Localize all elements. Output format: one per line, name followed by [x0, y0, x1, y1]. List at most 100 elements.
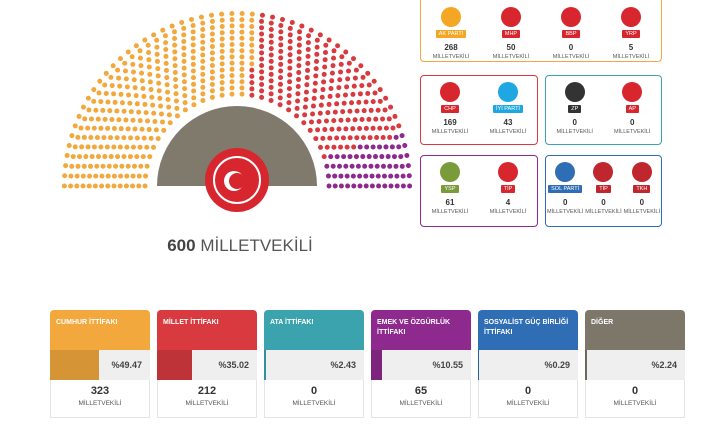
seat-dot [347, 108, 353, 114]
seat-dot [209, 31, 215, 37]
seat-dot [125, 126, 131, 132]
seat-dot [370, 99, 376, 105]
seat-dot [200, 52, 206, 58]
seat-dot [346, 60, 352, 66]
seat-dot [347, 154, 353, 160]
alliance-card: DİĞER %2.24 0 MİLLETVEKİLİ [585, 310, 685, 418]
party-logo [501, 7, 521, 27]
seat-dot [278, 55, 284, 61]
seat-dot [399, 163, 405, 169]
share-band: %10.55 [371, 350, 471, 380]
party-logo [564, 82, 585, 102]
party-unit: MİLLETVEKİLİ [614, 129, 651, 135]
seat-dot [103, 70, 109, 76]
seat-dot [167, 120, 173, 126]
seat-dot [249, 80, 255, 86]
party-badge: TİP [500, 185, 516, 193]
seat-dot [117, 144, 123, 150]
seat-dot [200, 33, 206, 39]
seat-dot [125, 49, 131, 55]
seat-dot [239, 17, 245, 23]
seat-dot [332, 173, 338, 179]
seat-dot [314, 58, 320, 64]
party-seats: 50 [506, 43, 516, 52]
seat-dot [99, 183, 105, 189]
seat-dot [296, 35, 302, 41]
seat-dot [154, 51, 160, 57]
seat-dot [351, 56, 357, 62]
seat-dot [219, 73, 225, 79]
seat-dot [81, 163, 87, 169]
seat-dot [181, 25, 187, 31]
seat-dot [72, 123, 78, 129]
seat-dot [172, 69, 178, 75]
seat-dot [219, 11, 225, 17]
seat-dot [338, 69, 344, 75]
seat-dot [249, 61, 255, 67]
card-header: CUMHUR İTTİFAKI [50, 310, 150, 350]
share-label: %0.29 [544, 360, 570, 370]
seat-dot [78, 125, 84, 131]
seat-dot [162, 33, 168, 39]
seat-dot [142, 101, 148, 107]
seat-dot [377, 125, 383, 131]
seat-dot [152, 118, 158, 124]
seat-dot [209, 44, 215, 50]
seat-dot [182, 100, 188, 106]
seat-dot [249, 86, 255, 92]
seat-dot [341, 100, 347, 106]
seat-dot [303, 89, 309, 95]
seat-dot [334, 154, 340, 160]
seat-dot [163, 46, 169, 52]
seat-dot [357, 183, 363, 189]
seat-dot [322, 57, 328, 63]
seat-dot [191, 102, 197, 108]
seat-dot [331, 48, 337, 54]
seat-dot [130, 144, 136, 150]
seat-dot [306, 33, 312, 39]
seat-unit: MİLLETVEKİLİ [613, 400, 657, 407]
party-badge: YRP [622, 30, 640, 38]
seat-dot [296, 76, 301, 82]
share-label: %35.02 [218, 360, 249, 370]
seat-dot [191, 95, 197, 101]
seat-dot [331, 118, 337, 124]
seat-dot [80, 104, 86, 110]
seat-dot [239, 54, 245, 60]
seat-dot [249, 11, 255, 17]
inner-semicircle [157, 106, 317, 186]
seat-dot [64, 152, 70, 158]
seat-dot [289, 19, 295, 25]
seat-dot [87, 173, 93, 179]
seat-dot [315, 127, 321, 133]
seat-dot [113, 163, 119, 169]
seat-dot [179, 19, 185, 25]
seat-dot [387, 163, 393, 169]
seat-dot [150, 102, 156, 108]
party-logo [561, 7, 581, 27]
seat-dot [324, 163, 330, 169]
seat-dot [105, 183, 111, 189]
seat-dot [392, 113, 398, 119]
seat-dot [219, 61, 225, 67]
seat-dot [343, 49, 349, 55]
seat-dot [141, 135, 147, 141]
seat-dot [85, 125, 91, 131]
seat-dot [297, 29, 303, 35]
seat-dot [322, 64, 328, 70]
seat-dot [336, 85, 342, 91]
seat-dot [132, 126, 138, 132]
seat-dot [259, 94, 265, 100]
seat-dot [99, 173, 105, 179]
hemicycle [61, 10, 413, 212]
seat-dot [111, 183, 117, 189]
seat-dot [278, 22, 284, 28]
seat-dot [343, 163, 349, 169]
seat-dot [151, 144, 157, 150]
seat-dot [295, 91, 301, 97]
seat-dot [109, 83, 115, 89]
party-unit: MİLLETVEKİLİ [492, 54, 530, 60]
seat-dot [345, 183, 351, 189]
seat-dot [322, 127, 328, 133]
seat-dot [142, 183, 148, 189]
